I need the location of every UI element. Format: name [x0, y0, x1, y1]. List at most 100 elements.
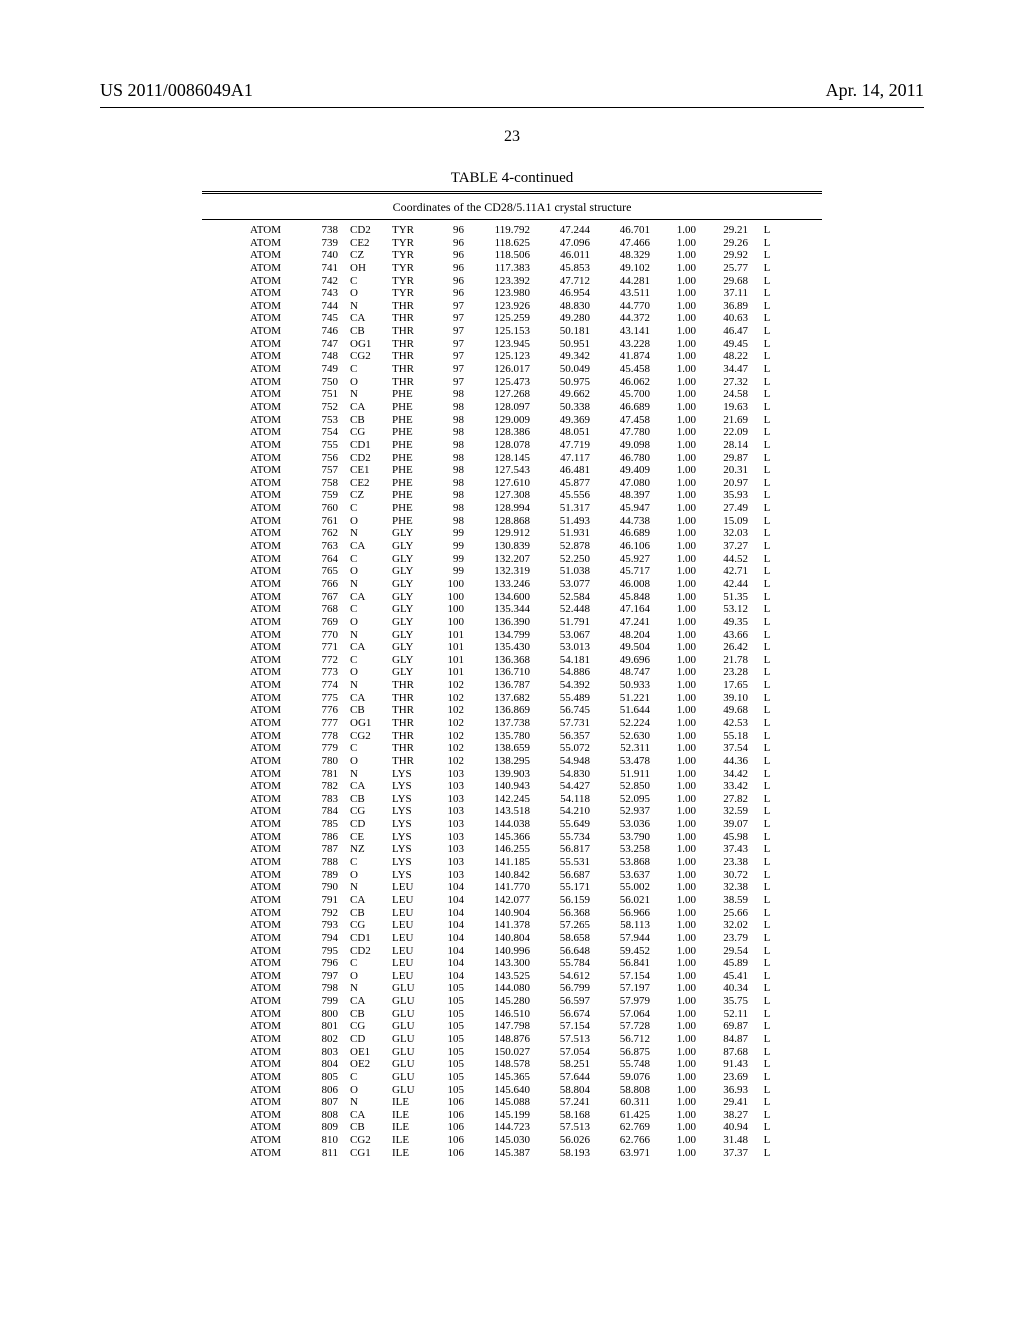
table-cell: CA: [344, 1109, 386, 1122]
table-cell: 136.710: [470, 666, 536, 679]
table-cell: 1.00: [656, 249, 702, 262]
table-cell: CE1: [344, 464, 386, 477]
table-cell: LEU: [386, 894, 430, 907]
table-cell: 748: [302, 350, 344, 363]
table-cell: TYR: [386, 287, 430, 300]
table-cell: 54.181: [536, 654, 596, 667]
table-cell: ATOM: [244, 363, 302, 376]
table-cell: ATOM: [244, 1121, 302, 1134]
table-cell: 53.12: [702, 603, 754, 616]
table-cell: 44.36: [702, 755, 754, 768]
table-cell: 99: [430, 527, 470, 540]
table-cell: CB: [344, 1008, 386, 1021]
table-cell: 29.87: [702, 452, 754, 465]
table-cell: 37.11: [702, 287, 754, 300]
table-cell: ATOM: [244, 1134, 302, 1147]
table-cell: 1.00: [656, 1058, 702, 1071]
table-cell: 128.145: [470, 452, 536, 465]
table-cell: 91.43: [702, 1058, 754, 1071]
table-cell: 97: [430, 363, 470, 376]
table-cell: 47.117: [536, 452, 596, 465]
table-cell: 739: [302, 237, 344, 250]
table-cell: 54.392: [536, 679, 596, 692]
table-cell: 1.00: [656, 464, 702, 477]
table-cell: 48.397: [596, 489, 656, 502]
table-cell: GLY: [386, 578, 430, 591]
table-cell: ATOM: [244, 502, 302, 515]
table-cell: N: [344, 578, 386, 591]
table-cell: GLY: [386, 591, 430, 604]
table-cell: 53.258: [596, 843, 656, 856]
table-cell: 105: [430, 982, 470, 995]
table-cell: 100: [430, 591, 470, 604]
table-cell: 123.945: [470, 338, 536, 351]
table-cell: ATOM: [244, 793, 302, 806]
table-cell: 132.319: [470, 565, 536, 578]
table-cell: 1.00: [656, 818, 702, 831]
table-cell: 797: [302, 970, 344, 983]
table-cell: N: [344, 679, 386, 692]
table-cell: THR: [386, 376, 430, 389]
table-cell: L: [754, 768, 780, 781]
table-row: ATOM772CGLY101136.36854.18149.6961.0021.…: [244, 654, 780, 667]
table-cell: O: [344, 666, 386, 679]
table-cell: GLY: [386, 654, 430, 667]
table-cell: 757: [302, 464, 344, 477]
table-cell: ATOM: [244, 704, 302, 717]
table-cell: THR: [386, 679, 430, 692]
table-cell: ATOM: [244, 907, 302, 920]
table-cell: 51.791: [536, 616, 596, 629]
table-cell: 57.728: [596, 1020, 656, 1033]
table-cell: C: [344, 654, 386, 667]
table-row: ATOM809CBILE106144.72357.51362.7691.0040…: [244, 1121, 780, 1134]
table-cell: 783: [302, 793, 344, 806]
table-cell: 103: [430, 843, 470, 856]
coordinates-table: ATOM738CD2TYR96119.79247.24446.7011.0029…: [244, 224, 780, 1159]
table-cell: 54.948: [536, 755, 596, 768]
table-cell: 87.68: [702, 1046, 754, 1059]
table-cell: 145.387: [470, 1147, 536, 1160]
table-cell: 128.386: [470, 426, 536, 439]
table-cell: 48.051: [536, 426, 596, 439]
table-cell: L: [754, 818, 780, 831]
table-cell: THR: [386, 338, 430, 351]
table-cell: 775: [302, 692, 344, 705]
table-cell: 789: [302, 869, 344, 882]
table-cell: 47.164: [596, 603, 656, 616]
table-subtitle: Coordinates of the CD28/5.11A1 crystal s…: [100, 200, 924, 215]
table-cell: 40.63: [702, 312, 754, 325]
table-row: ATOM750OTHR97125.47350.97546.0621.0027.3…: [244, 376, 780, 389]
table-cell: 97: [430, 338, 470, 351]
table-title: TABLE 4-continued: [100, 170, 924, 187]
table-cell: 97: [430, 350, 470, 363]
table-cell: CA: [344, 780, 386, 793]
table-cell: CD2: [344, 945, 386, 958]
table-cell: THR: [386, 730, 430, 743]
table-cell: 103: [430, 869, 470, 882]
table-cell: ATOM: [244, 1020, 302, 1033]
table-row: ATOM738CD2TYR96119.79247.24446.7011.0029…: [244, 224, 780, 237]
table-row: ATOM803OE1GLU105150.02757.05456.8751.008…: [244, 1046, 780, 1059]
table-cell: L: [754, 970, 780, 983]
table-cell: CA: [344, 401, 386, 414]
table-cell: 141.378: [470, 919, 536, 932]
table-cell: 123.926: [470, 300, 536, 313]
table-cell: 54.210: [536, 805, 596, 818]
table-cell: 47.096: [536, 237, 596, 250]
table-cell: 46.689: [596, 401, 656, 414]
table-cell: L: [754, 489, 780, 502]
table-cell: 126.017: [470, 363, 536, 376]
table-cell: 57.154: [596, 970, 656, 983]
table-cell: L: [754, 376, 780, 389]
table-cell: ATOM: [244, 224, 302, 237]
table-cell: 1.00: [656, 945, 702, 958]
table-row: ATOM781NLYS103139.90354.83051.9111.0034.…: [244, 768, 780, 781]
table-cell: 127.610: [470, 477, 536, 490]
table-cell: L: [754, 464, 780, 477]
table-cell: 58.804: [536, 1084, 596, 1097]
table-cell: 1.00: [656, 388, 702, 401]
table-cell: 1.00: [656, 1020, 702, 1033]
table-cell: 1.00: [656, 1109, 702, 1122]
table-cell: CG2: [344, 1134, 386, 1147]
table-cell: O: [344, 287, 386, 300]
